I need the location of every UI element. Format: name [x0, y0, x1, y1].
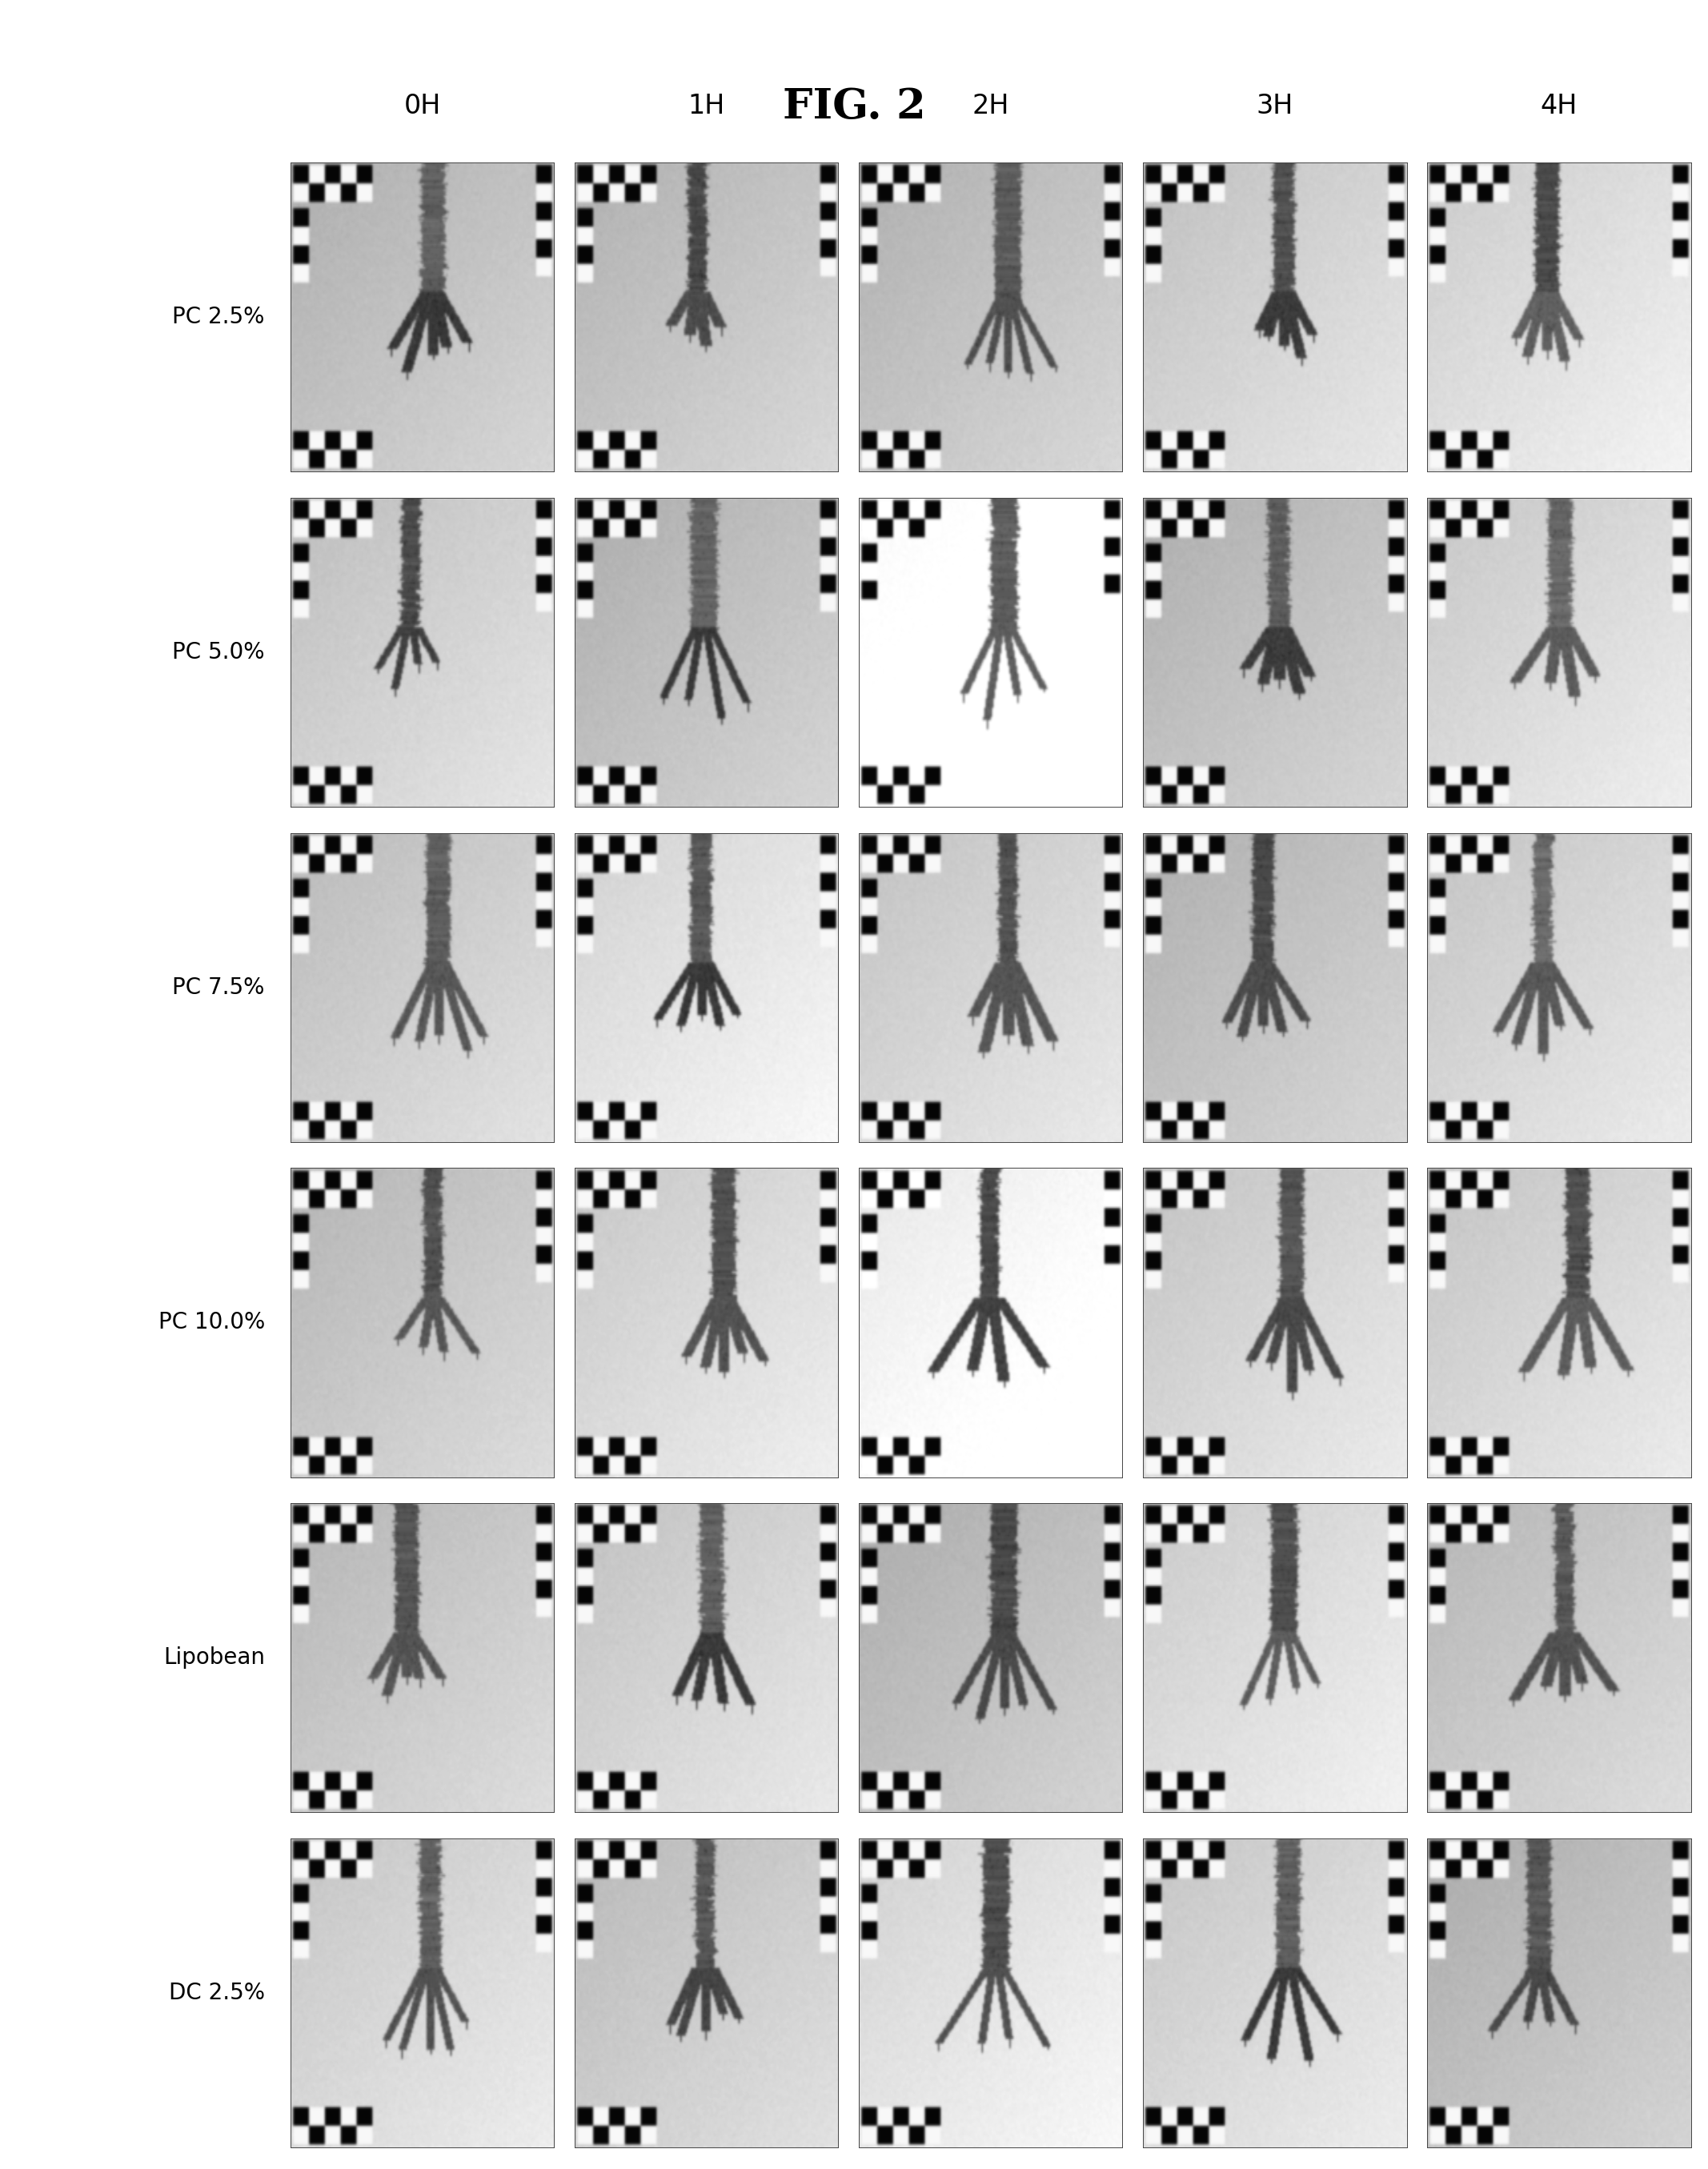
Text: Lipobean: Lipobean [162, 1646, 265, 1668]
Text: FIG. 2: FIG. 2 [782, 87, 926, 128]
Text: 0H: 0H [403, 93, 441, 119]
Text: 1H: 1H [688, 93, 724, 119]
Text: PC 2.5%: PC 2.5% [173, 306, 265, 328]
Text: 3H: 3H [1257, 93, 1293, 119]
Text: PC 10.0%: PC 10.0% [159, 1312, 265, 1334]
Text: PC 5.0%: PC 5.0% [173, 642, 265, 664]
Text: 2H: 2H [972, 93, 1009, 119]
Text: PC 7.5%: PC 7.5% [173, 976, 265, 998]
Text: DC 2.5%: DC 2.5% [169, 1982, 265, 2004]
Text: 4H: 4H [1541, 93, 1578, 119]
